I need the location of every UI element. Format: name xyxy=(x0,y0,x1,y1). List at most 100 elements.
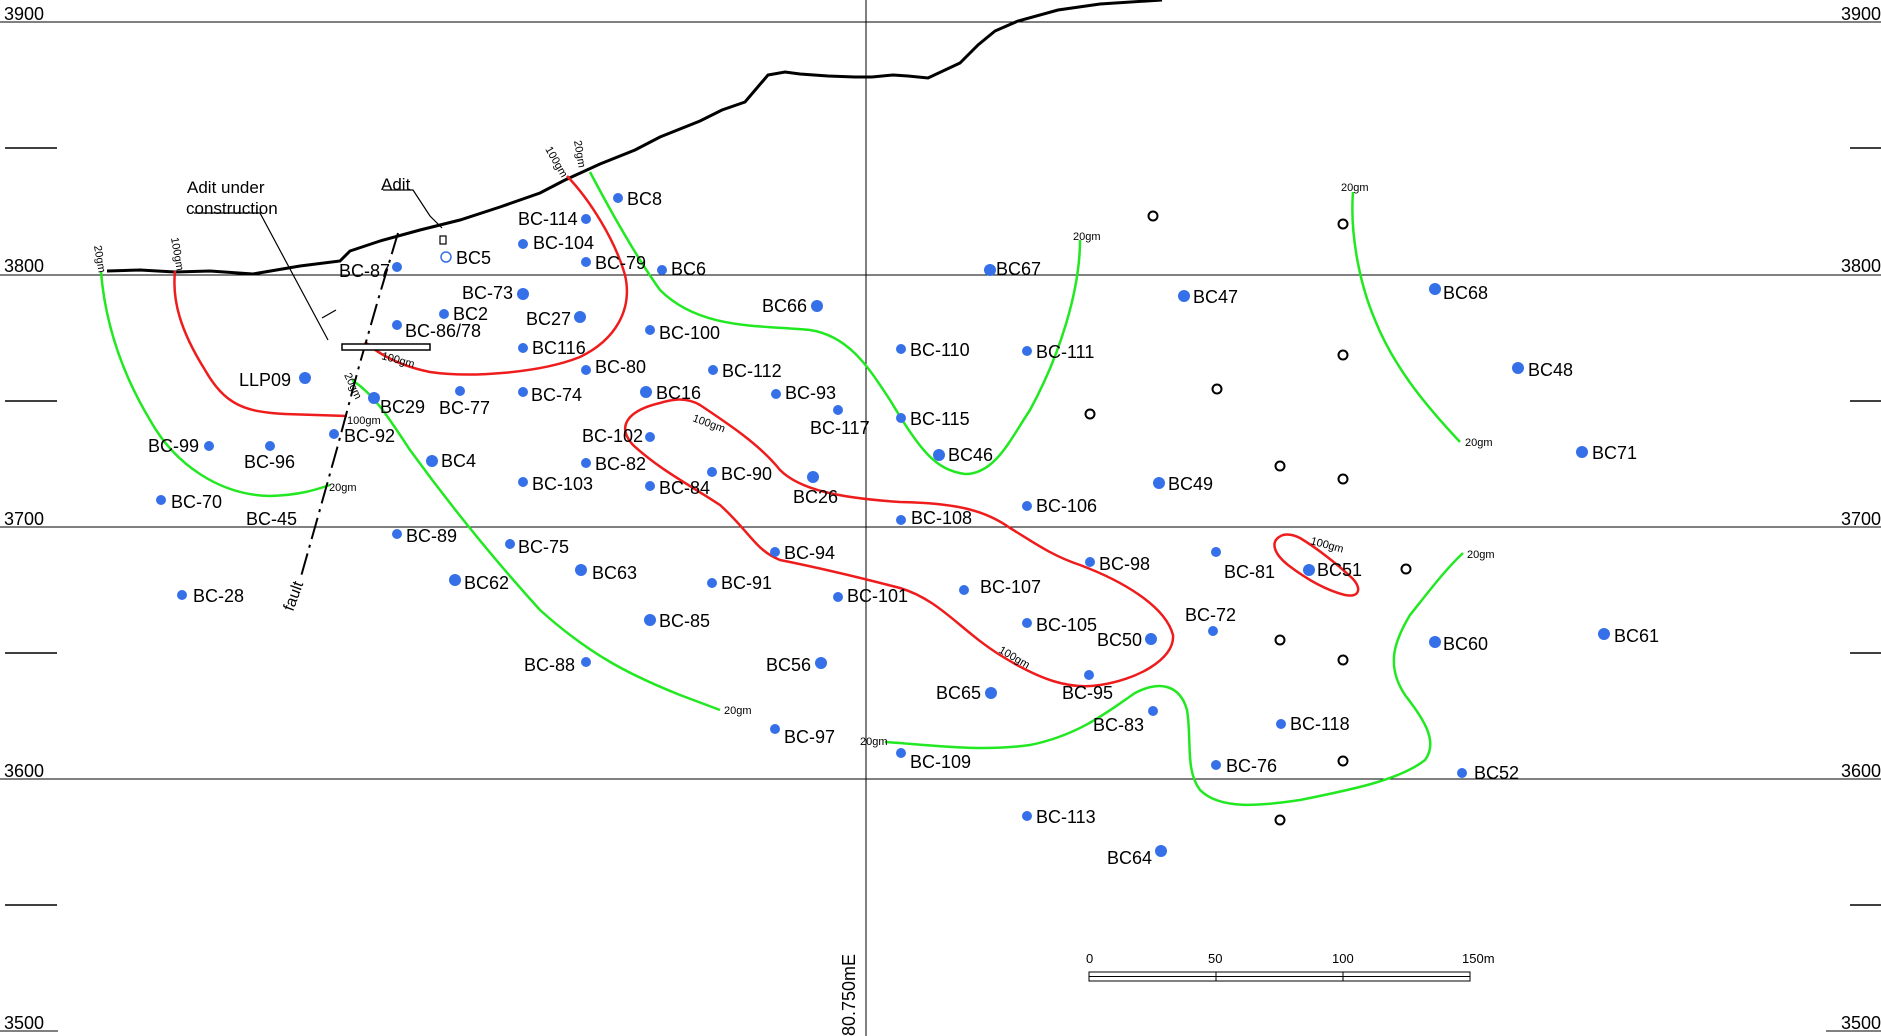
drill-hole-label-bc-112: BC-112 xyxy=(722,361,782,381)
drill-hole-marker-bc-103 xyxy=(518,477,528,487)
drill-hole-label-bc-87: BC-87 xyxy=(339,261,390,281)
drill-hole-label-bc-45: BC-45 xyxy=(246,509,297,529)
drill-hole-label-bc-79: BC-79 xyxy=(595,253,646,273)
drill-hole-label-bc-98: BC-98 xyxy=(1099,554,1150,574)
contour-label-20gm: 20gm xyxy=(1073,231,1101,243)
drill-hole-label-bc6: BC6 xyxy=(671,259,706,279)
drill-hole-label-bc-101: BC-101 xyxy=(847,586,908,606)
elevation-labels: 3900 3900 3800 3800 3700 3700 3600 3600 … xyxy=(4,4,1881,1033)
planned-hole-marker xyxy=(1084,408,1096,420)
drill-hole-label-bc16: BC16 xyxy=(656,383,701,403)
planned-hole-marker xyxy=(1211,383,1223,395)
adit-label: Adit xyxy=(381,175,411,194)
elev-label-3900-left: 3900 xyxy=(4,4,44,24)
green-contour-lower xyxy=(884,552,1464,807)
drill-hole-label-bc-74: BC-74 xyxy=(531,385,582,405)
contour-label-100gm: 100gm xyxy=(1309,535,1345,555)
drill-hole-label-bc64: BC64 xyxy=(1107,848,1152,868)
drill-hole-label-bc26: BC26 xyxy=(793,487,838,507)
drill-hole-label-bc-103: BC-103 xyxy=(532,474,593,494)
scale-tick-100: 100 xyxy=(1332,951,1354,966)
drill-hole-label-bc47: BC47 xyxy=(1193,287,1238,307)
drill-hole-label-bc66: BC66 xyxy=(762,296,807,316)
drill-hole-label-bc-89: BC-89 xyxy=(406,526,457,546)
drill-hole-marker-bc-91 xyxy=(707,578,717,588)
planned-hole-marker xyxy=(1337,654,1349,666)
drill-hole-marker-bc16 xyxy=(640,386,652,398)
elev-label-3600-right: 3600 xyxy=(1841,761,1881,781)
planned-hole-marker xyxy=(1400,563,1412,575)
drill-hole-label-bc-77: BC-77 xyxy=(439,398,490,418)
green-contour-east xyxy=(1351,191,1461,443)
drill-hole-label-bc8: BC8 xyxy=(627,189,662,209)
drill-hole-marker-bc27 xyxy=(574,311,586,323)
scale-tick-150m: 150m xyxy=(1462,951,1495,966)
drill-hole-marker-bc68 xyxy=(1429,283,1441,295)
drill-hole-label-bc-110: BC-110 xyxy=(910,340,970,360)
drill-hole-marker-bc-94 xyxy=(770,547,780,557)
drill-hole-label-bc60: BC60 xyxy=(1443,634,1488,654)
planned-hole-marker xyxy=(1337,349,1349,361)
drill-hole-label-bc-96: BC-96 xyxy=(244,452,295,472)
drill-hole-label-bc-111: BC-111 xyxy=(1036,342,1094,362)
adit: Adit xyxy=(381,175,447,245)
drill-hole-label-bc-102: BC-102 xyxy=(582,426,643,446)
drill-hole-marker-bc61 xyxy=(1598,628,1610,640)
drill-hole-marker-bc-86-78 xyxy=(392,320,402,330)
red-contour-main xyxy=(624,398,1175,688)
drill-hole-marker-bc-77 xyxy=(455,386,465,396)
elev-label-3600-left: 3600 xyxy=(4,761,44,781)
contour-label-100gm: 100gm xyxy=(347,415,381,427)
drill-hole-label-bc-108: BC-108 xyxy=(911,508,972,528)
drill-hole-label-bc67: BC67 xyxy=(996,259,1041,279)
drill-hole-label-bc-118: BC-118 xyxy=(1290,714,1350,734)
drill-hole-marker-bc116 xyxy=(518,343,528,353)
elev-label-3700-left: 3700 xyxy=(4,509,44,529)
drill-hole-label-bc-76: BC-76 xyxy=(1226,756,1277,776)
drill-hole-label-bc-107: BC-107 xyxy=(980,577,1041,597)
planned-hole-marker xyxy=(1337,755,1349,767)
drill-hole-marker-bc64 xyxy=(1155,845,1167,857)
drill-hole-label-bc-91: BC-91 xyxy=(721,573,772,593)
red-contour-west xyxy=(173,270,348,418)
drill-hole-label-bc-97: BC-97 xyxy=(784,727,835,747)
drill-hole-marker-bc-89 xyxy=(392,529,402,539)
planned-hole-marker xyxy=(1337,218,1349,230)
drill-hole-label-bc-88: BC-88 xyxy=(524,655,575,675)
drill-hole-marker-bc-105 xyxy=(1022,618,1032,628)
drill-hole-label-bc-106: BC-106 xyxy=(1036,496,1097,516)
drill-hole-marker-bc-84 xyxy=(645,481,655,491)
drill-hole-label-bc29: BC29 xyxy=(380,397,425,417)
grade-contours-100gm xyxy=(173,175,1360,688)
drill-hole-label-bc-83: BC-83 xyxy=(1093,715,1144,735)
drill-hole-label-bc116: BC116 xyxy=(532,338,586,358)
drill-hole-label-bc-70: BC-70 xyxy=(171,492,222,512)
drill-hole-label-llp09: LLP09 xyxy=(239,370,291,390)
elev-label-3800-left: 3800 xyxy=(4,256,44,276)
drill-hole-marker-bc-76 xyxy=(1211,760,1221,770)
red-contour-upper xyxy=(364,175,629,376)
drill-hole-label-bc-82: BC-82 xyxy=(595,454,646,474)
contour-label-100gm: 100gm xyxy=(691,413,727,436)
drill-hole-marker-bc-108 xyxy=(896,515,906,525)
drill-hole-marker-bc67 xyxy=(984,264,996,276)
fault-line xyxy=(299,232,399,581)
drill-hole-label-bc62: BC62 xyxy=(464,573,509,593)
planned-hole-markers xyxy=(1084,210,1412,826)
easting-label: 80.750mE xyxy=(839,954,859,1036)
drill-hole-marker-bc8 xyxy=(613,193,623,203)
drill-hole-marker-bc5 xyxy=(440,251,452,263)
drill-hole-marker-bc-72 xyxy=(1208,626,1218,636)
drill-hole-marker-bc-85 xyxy=(644,614,656,626)
drill-hole-label-bc5: BC5 xyxy=(456,248,491,268)
drill-hole-marker-bc48 xyxy=(1512,362,1524,374)
drill-hole-label-bc-99: BC-99 xyxy=(148,436,199,456)
drill-hole-label-bc51: BC51 xyxy=(1317,560,1362,580)
planned-hole-marker xyxy=(1274,634,1286,646)
drill-hole-marker-bc-109 xyxy=(896,748,906,758)
drill-hole-marker-bc50 xyxy=(1145,633,1157,645)
elev-label-3800-right: 3800 xyxy=(1841,256,1881,276)
drill-hole-marker-bc66 xyxy=(811,300,823,312)
drill-hole-marker-bc-81 xyxy=(1211,547,1221,557)
adit-under-construction-label-1: Adit under xyxy=(187,178,265,197)
